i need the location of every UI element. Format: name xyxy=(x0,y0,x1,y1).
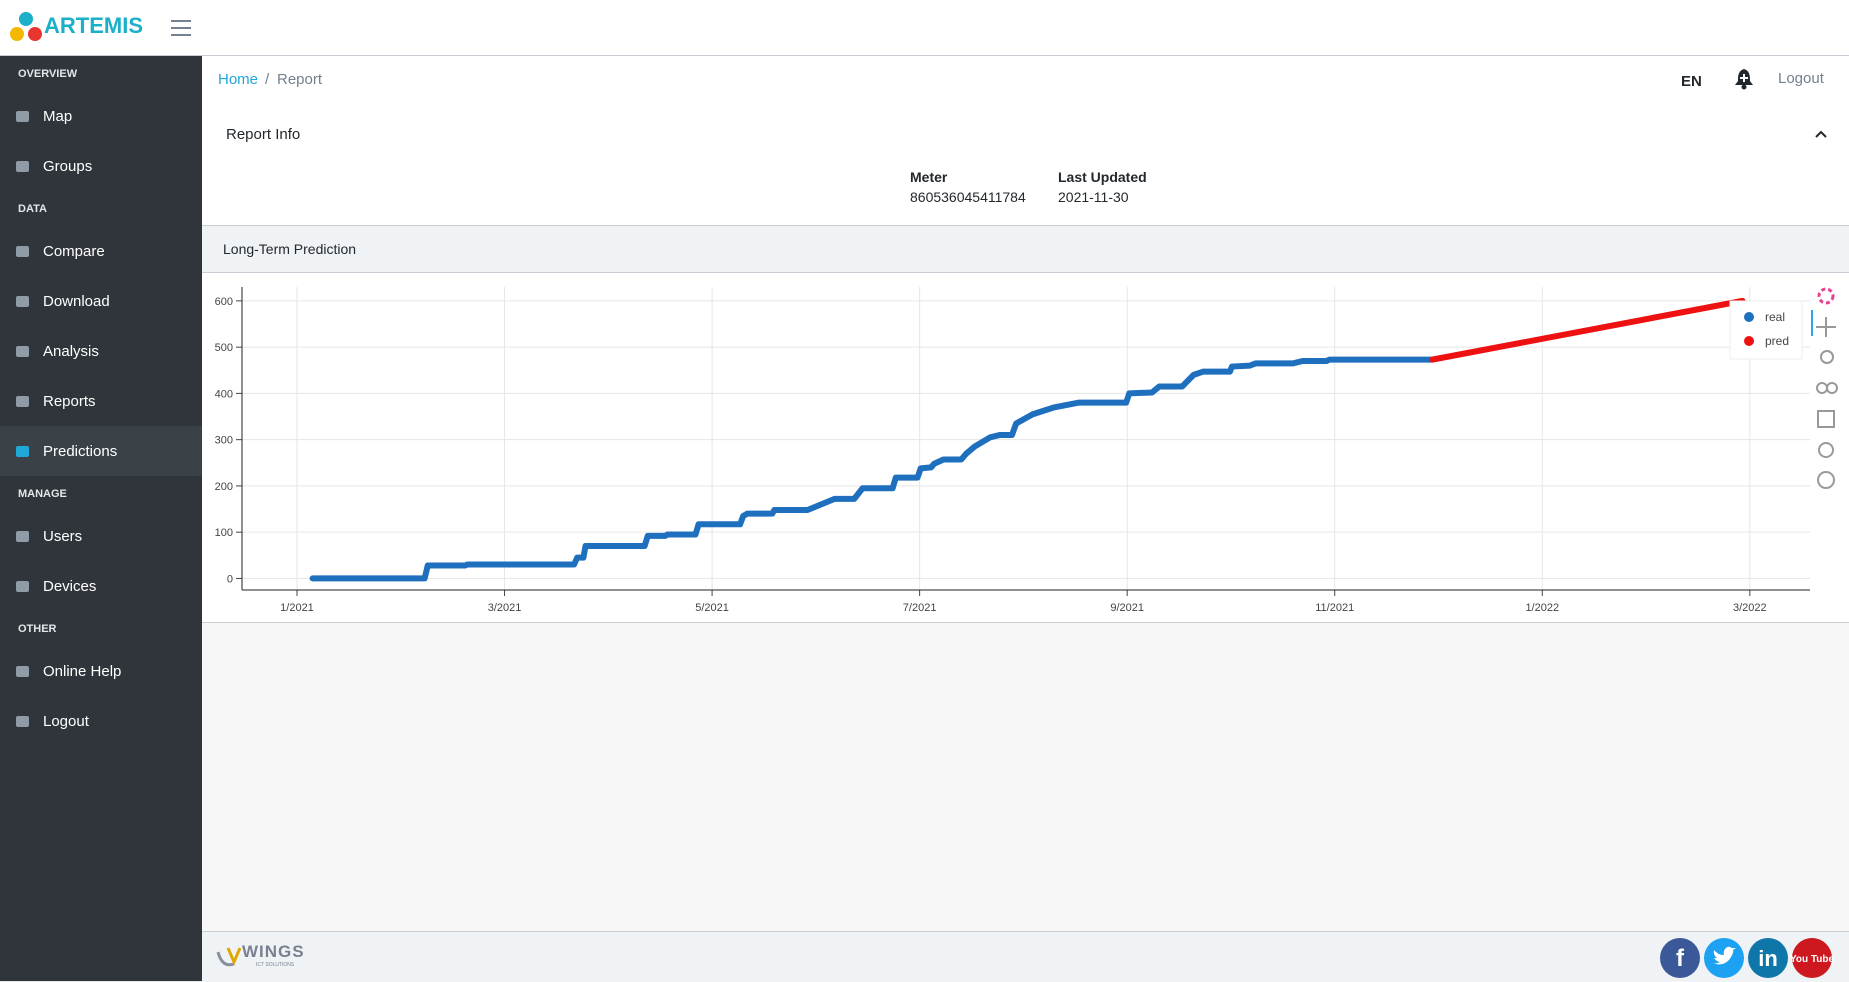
sidebar-item[interactable]: Compare xyxy=(0,226,202,276)
x-tick-label: 9/2021 xyxy=(1110,602,1144,614)
footer-logo: WINGS xyxy=(242,942,305,961)
sidebar-label: Reports xyxy=(43,392,96,410)
sidebar: OVERVIEW Map Groups DATA Compare Download Anal… xyxy=(0,56,202,981)
sidebar-item[interactable]: Reports xyxy=(0,376,202,426)
card-title: Report Info xyxy=(226,126,301,143)
sidebar-icon xyxy=(16,530,29,542)
x-tick-label: 1/2021 xyxy=(280,602,314,614)
x-tick-label: 3/2022 xyxy=(1733,602,1767,614)
sidebar-icon xyxy=(16,345,29,357)
sidebar-section-title: OVERVIEW xyxy=(18,68,78,80)
sidebar-label: Devices xyxy=(43,577,97,595)
y-tick-label: 300 xyxy=(215,435,233,447)
sidebar-item[interactable]: Online Help xyxy=(0,646,202,696)
legend-box xyxy=(1729,300,1803,360)
legend-swatch xyxy=(1744,336,1754,346)
sidebar-label: Predictions xyxy=(43,442,118,460)
y-tick-label: 400 xyxy=(215,388,233,400)
sidebar-item[interactable]: Users xyxy=(0,511,202,561)
footer-logo-mark xyxy=(216,947,242,967)
sidebar-label: Users xyxy=(43,527,83,545)
svg-text:in: in xyxy=(1758,946,1778,971)
x-tick-label: 1/2022 xyxy=(1525,602,1559,614)
series-line xyxy=(1429,297,1746,363)
y-tick-label: 200 xyxy=(215,481,233,493)
y-tick-label: 600 xyxy=(215,296,233,308)
field-label: Meter xyxy=(910,169,948,185)
y-tick-label: 500 xyxy=(215,342,233,354)
field-value: 2021-11-30 xyxy=(1058,189,1129,205)
sidebar-icon xyxy=(16,110,29,122)
logout-link[interactable]: Logout xyxy=(1778,70,1824,87)
x-tick-label: 5/2021 xyxy=(695,602,729,614)
twitter[interactable] xyxy=(1704,938,1744,978)
sidebar-icon xyxy=(16,445,29,457)
chart-toolbar xyxy=(1811,287,1838,489)
legend-label: real xyxy=(1765,310,1785,324)
report-info-card: Report Info Meter 860536045411784 Last U… xyxy=(202,105,1849,226)
sidebar-item[interactable]: Map xyxy=(0,91,202,141)
sidebar-label: Groups xyxy=(43,157,93,175)
sidebar-item[interactable]: Download xyxy=(0,276,202,326)
facebook[interactable]: f xyxy=(1660,938,1700,978)
sidebar-item[interactable]: Devices xyxy=(0,561,202,611)
footer-logo-sub: ICT SOLUTIONS xyxy=(256,962,295,968)
sidebar-label: Compare xyxy=(43,242,105,260)
top-bar: ARTEMIS xyxy=(0,0,1849,56)
chart: 0 100 200 300 400 500 600 1/2021 3/2021 5/2021 7/2… xyxy=(202,273,1849,623)
main: Home / Report EN Logout Report Info Mete… xyxy=(202,56,1849,931)
notifications[interactable] xyxy=(1734,68,1754,90)
field-label: Last Updated xyxy=(1058,169,1147,185)
breadcrumb-current: Report xyxy=(277,71,323,88)
svg-text:f: f xyxy=(1676,945,1685,972)
footer: WINGS ICT SOLUTIONS f in You Tube xyxy=(202,931,1849,982)
sidebar-label: Map xyxy=(43,107,73,125)
sidebar-icon xyxy=(16,245,29,257)
breadcrumb-link[interactable]: Home xyxy=(218,71,259,88)
sidebar-icon xyxy=(16,580,29,592)
legend-swatch xyxy=(1744,312,1754,322)
youtube[interactable]: You Tube xyxy=(1790,938,1835,978)
sidebar-icon xyxy=(16,295,29,307)
chart-card-header: Long-Term Prediction xyxy=(202,226,1849,273)
sidebar-label: Logout xyxy=(43,712,89,730)
legend-label: pred xyxy=(1765,334,1789,348)
x-tick-label: 11/2021 xyxy=(1315,602,1354,614)
sidebar-item[interactable]: Analysis xyxy=(0,326,202,376)
sidebar-icon xyxy=(16,160,29,172)
sidebar-section-title: DATA xyxy=(18,203,47,215)
sidebar-icon xyxy=(16,715,29,727)
y-tick-label: 100 xyxy=(215,527,233,539)
sidebar-label: Online Help xyxy=(43,662,122,680)
breadcrumb-separator: / xyxy=(265,71,270,88)
language[interactable]: EN xyxy=(1681,73,1702,90)
field-value: 860536045411784 xyxy=(910,189,1026,205)
sidebar-section-title: MANAGE xyxy=(18,488,67,500)
x-tick-label: 7/2021 xyxy=(903,602,937,614)
x-tick-label: 3/2021 xyxy=(488,602,522,614)
sidebar-item[interactable]: Groups xyxy=(0,141,202,191)
brand[interactable]: ARTEMIS xyxy=(44,13,143,38)
y-tick-label: 0 xyxy=(227,573,233,585)
social-links: f in You Tube xyxy=(1660,938,1835,978)
sidebar-label: Analysis xyxy=(43,342,99,360)
sidebar-item[interactable]: Logout xyxy=(0,696,202,746)
menu-toggle[interactable] xyxy=(171,19,192,36)
series-line xyxy=(309,356,1436,582)
sidebar-item[interactable]: Predictions xyxy=(0,426,202,476)
sidebar-icon xyxy=(16,665,29,677)
linkedin[interactable]: in xyxy=(1748,938,1788,978)
sidebar-section-title: OTHER xyxy=(18,623,57,635)
sidebar-label: Download xyxy=(43,292,110,310)
collapse-toggle[interactable] xyxy=(1814,129,1828,139)
sidebar-icon xyxy=(16,395,29,407)
breadcrumb-bar: Home / Report EN Logout xyxy=(202,56,1849,106)
card-title: Long-Term Prediction xyxy=(223,241,357,257)
brand-logo xyxy=(10,12,42,41)
svg-text:You Tube: You Tube xyxy=(1790,954,1835,965)
